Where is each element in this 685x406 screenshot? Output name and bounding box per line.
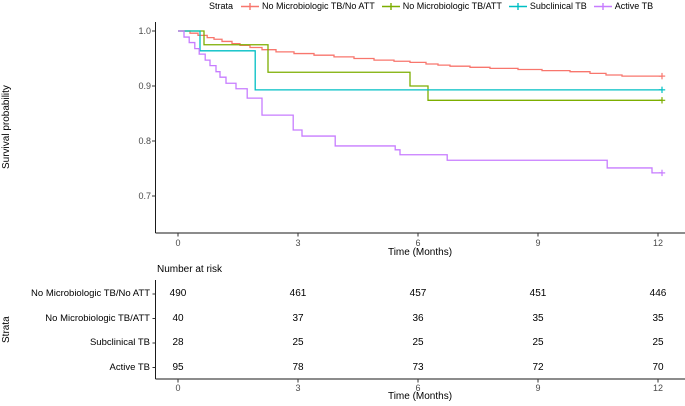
risk-row-label: Subclinical TB — [89, 337, 150, 348]
legend-item: No Microbiologic TB/No ATT — [241, 1, 375, 11]
risk-count: 37 — [292, 312, 304, 324]
legend-item-label: No Microbiologic TB/No ATT — [262, 1, 375, 11]
risk-count: 36 — [412, 312, 424, 324]
x-tick-label: 9 — [535, 238, 541, 248]
risk-count: 95 — [172, 361, 184, 373]
legend-title: Strata — [209, 1, 234, 11]
legend-item-label: Active TB — [614, 1, 654, 11]
risk-count: 25 — [532, 337, 544, 348]
legend: Strata No Microbiologic TB/No ATT No Micr… — [209, 1, 653, 11]
legend-item: Active TB — [593, 1, 654, 11]
legend-item: No Microbiologic TB/ATT — [381, 1, 502, 11]
km-curve-subclinical-tb — [178, 30, 662, 91]
risk-count: 490 — [169, 288, 187, 299]
risk-count: 72 — [532, 361, 544, 373]
risk-count: 461 — [289, 288, 307, 299]
km-curve-no-microbiologic-tb-no-att — [178, 30, 662, 77]
y-axis-title: Survival probability — [1, 85, 12, 169]
x-tick-label: 3 — [295, 238, 301, 248]
risk-count: 451 — [529, 288, 547, 299]
risk-x-tick-label: 12 — [652, 383, 663, 393]
risk-count: 40 — [172, 312, 184, 324]
risk-count: 70 — [652, 361, 664, 373]
risk-count: 78 — [292, 361, 304, 373]
risk-row-label: Active TB — [109, 361, 150, 373]
km-curve-active-tb — [178, 30, 662, 174]
y-tick-label: 1.0 — [138, 26, 151, 36]
risk-x-tick-label: 6 — [415, 383, 421, 393]
legend-key-icon — [241, 2, 260, 10]
risk-x-tick-label: 9 — [535, 383, 541, 393]
legend-key-icon — [381, 2, 400, 10]
risk-count: 35 — [532, 312, 544, 324]
risk-count: 35 — [652, 312, 664, 324]
risk-x-tick-label: 3 — [295, 383, 301, 393]
risk-x-tick-label: 0 — [175, 383, 181, 393]
risk-count: 446 — [649, 288, 667, 299]
risk-count: 25 — [652, 337, 664, 348]
risk-table-title: Number at risk — [157, 264, 223, 275]
legend-item-label: No Microbiologic TB/ATT — [402, 1, 502, 11]
legend-key-icon — [593, 2, 612, 10]
risk-count: 25 — [292, 337, 304, 348]
legend-item: Subclinical TB — [508, 1, 587, 11]
risk-row-label: No Microbiologic TB/ATT — [45, 312, 150, 324]
risk-row-label: No Microbiologic TB/No ATT — [31, 288, 150, 299]
x-tick-label: 0 — [175, 238, 181, 248]
x-axis-title: Time (Months) — [387, 247, 453, 258]
legend-item-label: Subclinical TB — [529, 1, 587, 11]
x-tick-label: 6 — [415, 238, 421, 248]
legend-key-icon — [508, 2, 527, 10]
y-tick-label: 0.7 — [138, 191, 151, 201]
y-tick-label: 0.8 — [138, 136, 151, 146]
risk-count: 73 — [412, 361, 424, 373]
risk-table-x-axis-title: Time (Months) — [387, 391, 453, 402]
y-tick-label: 0.9 — [138, 81, 151, 91]
risk-count: 25 — [412, 337, 424, 348]
x-tick-label: 12 — [652, 238, 663, 248]
risk-count: 457 — [409, 288, 427, 299]
risk-count: 28 — [172, 337, 184, 348]
km-curve-no-microbiologic-tb-att — [178, 30, 662, 101]
